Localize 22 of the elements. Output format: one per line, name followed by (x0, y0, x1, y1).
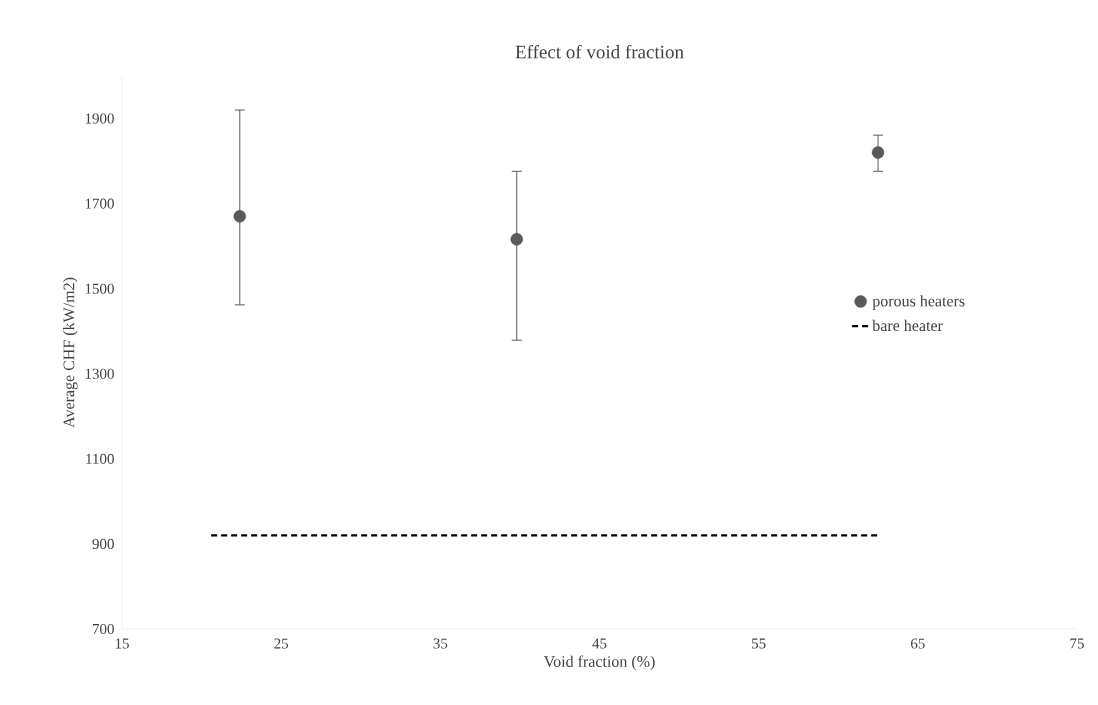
y-axis-title: Average CHF (kW/m2) (63, 277, 78, 428)
y-tick-label: 900 (92, 538, 114, 549)
x-tick-label: 65 (910, 638, 925, 649)
y-tick-label: 1300 (85, 368, 114, 379)
y-tick-label: 700 (92, 623, 114, 635)
y-tick-label: 1700 (85, 198, 114, 209)
point (871, 146, 885, 159)
x-axis-title: Void fraction (%) (543, 655, 655, 671)
legend-label: porous heaters (872, 295, 965, 310)
x-tick-label: 35 (433, 638, 448, 649)
x-tick-label: 25 (274, 638, 289, 649)
point (233, 210, 246, 223)
chart-title: Effect of void fraction (515, 44, 684, 59)
point (510, 233, 523, 246)
y-tick-label: 1100 (86, 453, 114, 464)
y-tick-label: 1500 (85, 283, 114, 294)
x-tick-label: 15 (115, 638, 129, 649)
x-tick-label: 75 (1070, 638, 1084, 649)
x-tick-label: 45 (592, 638, 607, 649)
x-tick-label: 55 (752, 638, 766, 649)
legend-label: bare heater (872, 319, 943, 332)
y-tick-label: 1900 (85, 113, 114, 124)
